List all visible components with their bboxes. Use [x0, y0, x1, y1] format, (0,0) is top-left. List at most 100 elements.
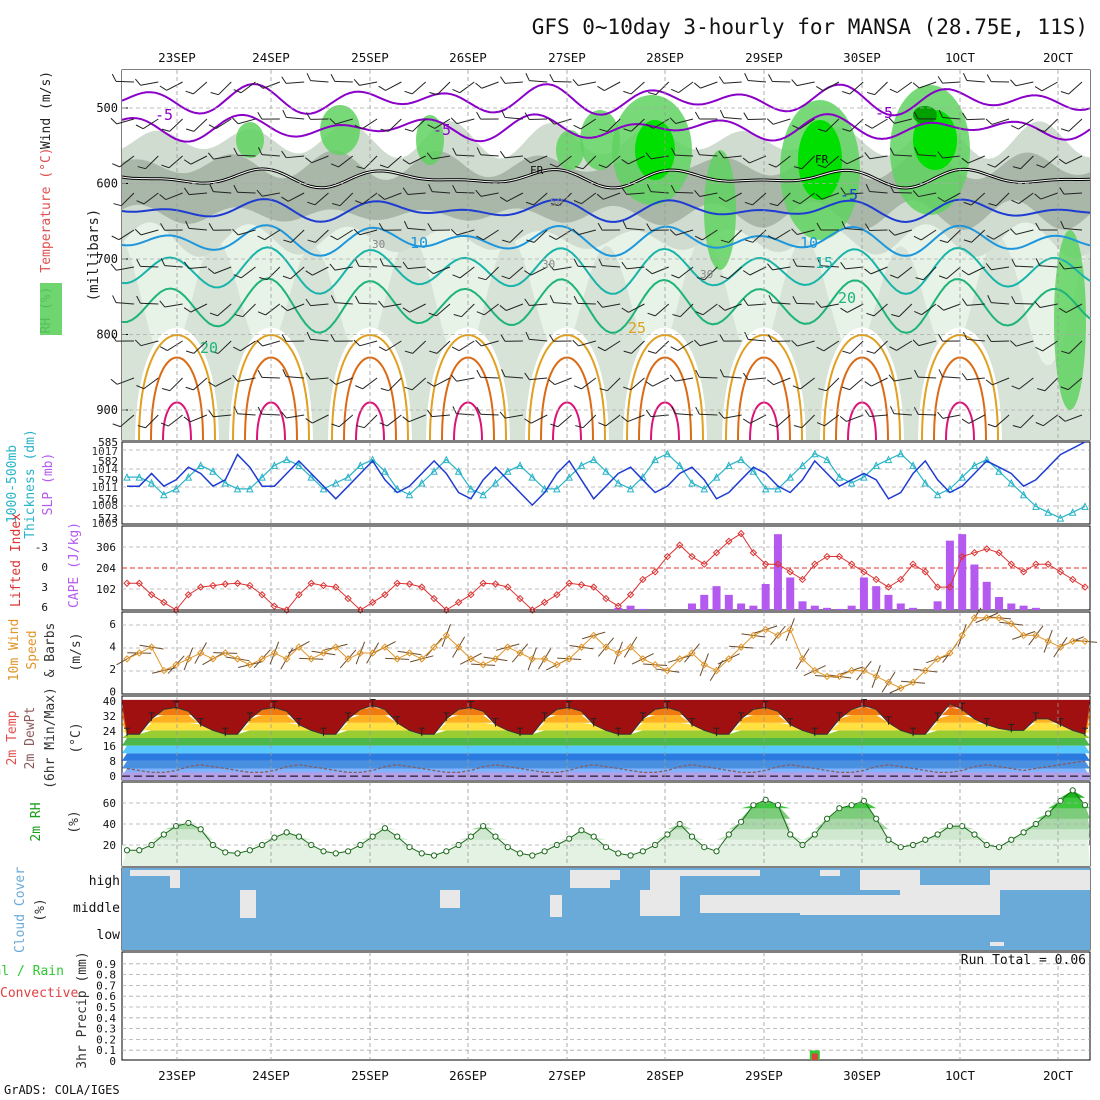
barb-shaft: [193, 377, 208, 391]
wind-barb: [816, 222, 839, 231]
temp-tick-label: 0: [109, 770, 116, 783]
rh-marker: [566, 835, 573, 842]
wind-barb: [1059, 303, 1083, 313]
barb-flag: [548, 235, 557, 240]
barb-flag: [720, 239, 729, 243]
wind-barb: [549, 155, 572, 168]
cloud-gap: [240, 890, 256, 918]
thickness-marker: [123, 473, 131, 481]
barb-shaft: [846, 155, 864, 165]
barb-shaft: [823, 340, 840, 352]
contour-label: FR: [815, 153, 829, 166]
thickness-marker: [172, 484, 180, 493]
cape-bar: [896, 603, 905, 610]
wind-barb: [280, 303, 305, 312]
cloud-gap: [590, 870, 620, 880]
wind-barb: [185, 220, 207, 231]
wind-barb: [137, 155, 159, 170]
wind-barb: [840, 155, 864, 165]
barb-shaft: [554, 377, 572, 386]
barb-shaft: [286, 414, 305, 419]
thickness-marker: [725, 461, 733, 469]
barb-shaft: [237, 191, 256, 194]
barb-flag: [937, 76, 943, 84]
barb-flag: [329, 378, 337, 385]
barb-flag: [961, 372, 968, 381]
wind-barb: [160, 223, 183, 231]
barb-flag: [402, 307, 410, 313]
barb-flag: [281, 76, 287, 84]
barb-flag: [380, 388, 389, 392]
thickness-marker: [872, 461, 881, 469]
wind-barb: [719, 369, 742, 379]
barb-flag: [840, 262, 846, 270]
wind-speed-marker: [946, 649, 954, 657]
wind-barb: [816, 414, 840, 427]
barb-shaft: [384, 192, 402, 200]
barb-flag: [743, 372, 749, 380]
date-label-top: 23SEP: [158, 50, 196, 65]
dewpoint-line: [126, 760, 1086, 774]
barb-flag: [767, 334, 773, 342]
barb-flag: [257, 369, 263, 378]
barb-shaft: [874, 81, 888, 95]
lifted-index-marker: [847, 560, 856, 568]
temp-contour-25: [626, 334, 704, 441]
barb-shaft: [606, 118, 621, 132]
wind-barb: [185, 340, 208, 354]
wind-barb: [135, 78, 159, 86]
wind-barb: [451, 340, 475, 352]
wind-barb: [719, 109, 742, 120]
temp-band: [122, 753, 1090, 761]
barb-flag: [623, 386, 632, 391]
barb-flag: [257, 235, 265, 241]
thickness-line: [127, 452, 1086, 519]
wind-speed-marker: [504, 643, 512, 651]
barb-shaft: [824, 414, 840, 427]
rh-marker: [295, 833, 303, 840]
barb-flag: [791, 340, 798, 347]
wind-speed-marker: [1081, 637, 1089, 645]
lifted-index-marker: [774, 560, 782, 568]
wind-barb: [111, 333, 135, 342]
lifted-index-marker: [491, 580, 500, 588]
barb-flag: [648, 91, 657, 96]
wind-barb: [767, 334, 791, 342]
barb-flag: [597, 346, 606, 352]
wind-barb: [647, 340, 670, 354]
barb-shaft: [407, 266, 426, 270]
panel-frame: [121, 441, 1091, 525]
cape-bar: [798, 601, 807, 610]
cape-bar: [823, 607, 832, 610]
barb-flag: [792, 124, 800, 130]
precip-tick-label: 0: [109, 1055, 116, 1068]
wind-speed-marker: [675, 655, 684, 663]
barb-flag: [816, 346, 825, 352]
barb-shaft: [846, 414, 864, 422]
barb-flag: [1060, 386, 1069, 391]
wind-barb: [353, 339, 378, 347]
barb-shaft: [362, 377, 378, 390]
cloud-gap: [550, 895, 562, 917]
wind-barb: [183, 187, 207, 196]
barb-flag: [281, 150, 287, 158]
barb-shaft: [286, 81, 305, 84]
barb-flag: [695, 406, 700, 415]
temperature-axis-label: Temperature (°C): [39, 147, 54, 272]
barb-shaft: [363, 414, 378, 429]
barb-flag: [1035, 346, 1043, 352]
wind-barb: [306, 73, 329, 83]
pressure-tick-label: 600: [96, 177, 118, 191]
barb-shaft: [359, 302, 378, 305]
wind-barb: [695, 303, 718, 316]
wind-barb: [548, 334, 572, 342]
barb-flag: [380, 128, 389, 132]
temp-contour-25: [528, 334, 606, 441]
barb-flag: [332, 203, 341, 207]
barb-shaft: [1015, 81, 1034, 87]
barb-flag: [1035, 258, 1041, 266]
rh-marker: [394, 833, 401, 840]
wind-barb: [548, 377, 572, 386]
barb-flag: [986, 334, 992, 342]
